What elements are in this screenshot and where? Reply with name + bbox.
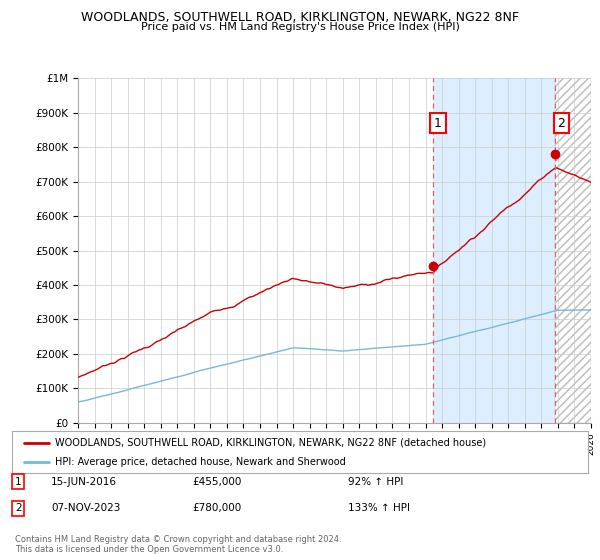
Text: £455,000: £455,000 [192,477,241,487]
Text: 2: 2 [557,116,565,130]
Text: 133% ↑ HPI: 133% ↑ HPI [348,503,410,514]
Text: WOODLANDS, SOUTHWELL ROAD, KIRKLINGTON, NEWARK, NG22 8NF (detached house): WOODLANDS, SOUTHWELL ROAD, KIRKLINGTON, … [55,437,487,447]
Text: 2: 2 [15,503,22,514]
Text: Contains HM Land Registry data © Crown copyright and database right 2024.: Contains HM Land Registry data © Crown c… [15,535,341,544]
Text: Price paid vs. HM Land Registry's House Price Index (HPI): Price paid vs. HM Land Registry's House … [140,22,460,32]
Text: This data is licensed under the Open Government Licence v3.0.: This data is licensed under the Open Gov… [15,545,283,554]
Bar [556,78,591,423]
Text: 92% ↑ HPI: 92% ↑ HPI [348,477,403,487]
Bar [556,78,591,423]
Text: HPI: Average price, detached house, Newark and Sherwood: HPI: Average price, detached house, Newa… [55,457,346,467]
Text: WOODLANDS, SOUTHWELL ROAD, KIRKLINGTON, NEWARK, NG22 8NF: WOODLANDS, SOUTHWELL ROAD, KIRKLINGTON, … [81,11,519,24]
Text: 07-NOV-2023: 07-NOV-2023 [51,503,121,514]
Text: 1: 1 [15,477,22,487]
Text: 15-JUN-2016: 15-JUN-2016 [51,477,117,487]
Text: £780,000: £780,000 [192,503,241,514]
Text: 1: 1 [434,116,442,130]
Bar [433,78,556,423]
